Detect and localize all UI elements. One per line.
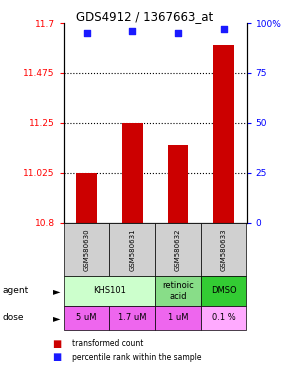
- Bar: [168, 145, 188, 223]
- Text: 0.1 %: 0.1 %: [212, 313, 235, 323]
- Text: agent: agent: [3, 286, 29, 296]
- Text: ►: ►: [53, 313, 60, 323]
- Point: [221, 26, 226, 32]
- Text: GSM580631: GSM580631: [129, 228, 135, 271]
- Bar: [122, 123, 143, 223]
- Text: 1 uM: 1 uM: [168, 313, 188, 323]
- Point: [84, 30, 89, 36]
- Text: KHS101: KHS101: [93, 286, 126, 296]
- Text: dose: dose: [3, 313, 24, 323]
- Point: [130, 28, 135, 34]
- Text: ■: ■: [52, 352, 61, 362]
- Text: retinoic
acid: retinoic acid: [162, 281, 194, 301]
- Text: DMSO: DMSO: [211, 286, 236, 296]
- Point: [176, 30, 180, 36]
- Bar: [76, 173, 97, 223]
- Text: ►: ►: [53, 286, 60, 296]
- Text: percentile rank within the sample: percentile rank within the sample: [72, 353, 202, 362]
- Text: GSM580632: GSM580632: [175, 228, 181, 271]
- Text: GSM580630: GSM580630: [84, 228, 90, 271]
- Text: GSM580633: GSM580633: [221, 228, 227, 271]
- Text: 1.7 uM: 1.7 uM: [118, 313, 146, 323]
- Text: GDS4912 / 1367663_at: GDS4912 / 1367663_at: [76, 10, 214, 23]
- Text: ■: ■: [52, 339, 61, 349]
- Text: 5 uM: 5 uM: [76, 313, 97, 323]
- Bar: [213, 45, 234, 223]
- Text: transformed count: transformed count: [72, 339, 144, 348]
